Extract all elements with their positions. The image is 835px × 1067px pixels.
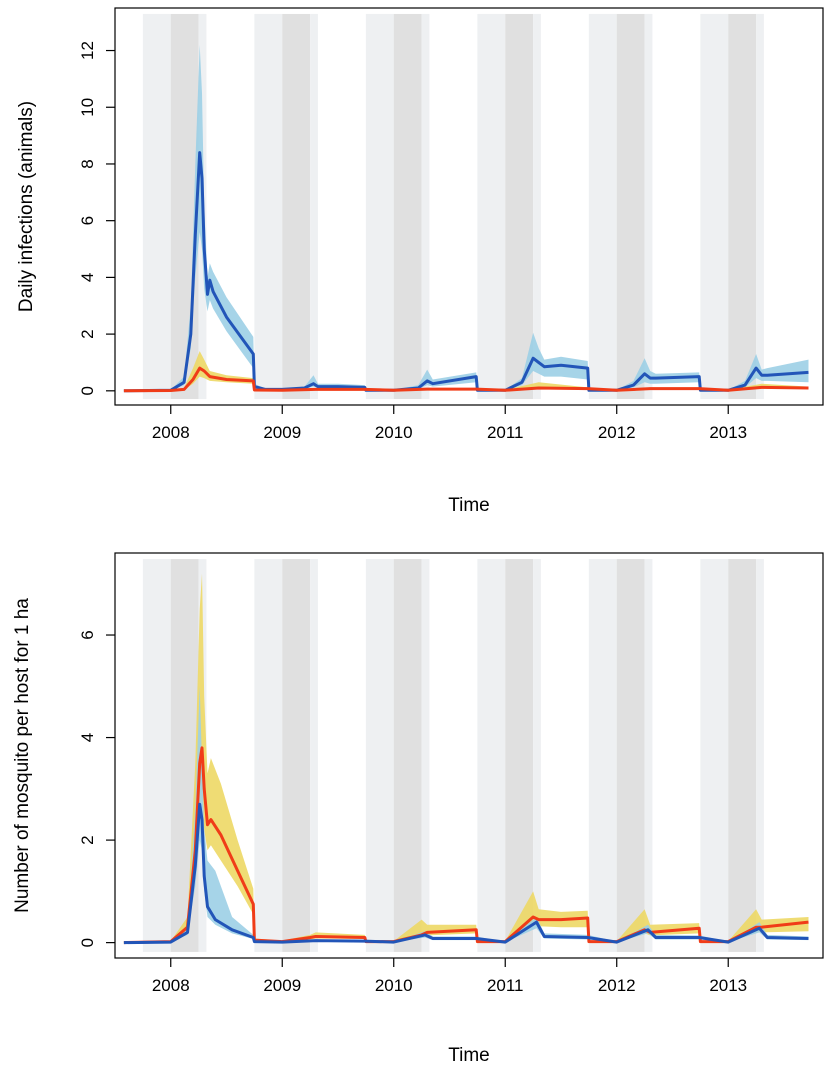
shaded-period <box>700 559 729 952</box>
shaded-period <box>254 13 283 400</box>
shaded-period <box>644 13 653 400</box>
shaded-period <box>421 13 430 400</box>
y-tick-label: 8 <box>78 159 97 168</box>
x-tick-label: 2012 <box>598 423 636 442</box>
x-tick-label: 2009 <box>263 976 301 995</box>
y-axis-title: Daily infections (animals) <box>16 101 37 312</box>
x-tick-label: 2012 <box>598 976 636 995</box>
shaded-period <box>756 13 764 400</box>
shaded-period <box>365 13 394 400</box>
shaded-period <box>588 559 617 952</box>
y-tick-label: 0 <box>78 386 97 395</box>
y-tick-label: 6 <box>78 630 97 639</box>
shaded-period <box>728 559 757 952</box>
y-tick-label: 2 <box>78 835 97 844</box>
shaded-period <box>365 559 394 952</box>
y-tick-label: 10 <box>78 98 97 117</box>
shaded-period <box>310 559 318 952</box>
x-tick-label: 2011 <box>487 423 524 442</box>
shaded-period <box>533 13 541 400</box>
shaded-period <box>310 13 318 400</box>
shaded-period <box>393 559 422 952</box>
plot-frame <box>114 7 824 406</box>
shaded-period <box>282 13 311 400</box>
series-1-line <box>123 802 809 945</box>
plot-frame <box>114 552 824 959</box>
y-axis-title: Number of mosquito per host for 1 ha <box>12 598 33 913</box>
shaded-period <box>616 13 645 400</box>
chart-mosquito-per-host: 2008 2009 2010 2011 2012 2013 0 2 4 6 Time Number o… <box>12 552 824 1066</box>
x-tick-label: 2013 <box>709 423 747 442</box>
x-axis-title: Time <box>448 1045 490 1066</box>
shaded-period <box>505 559 534 952</box>
shaded-period <box>728 13 757 400</box>
x-tick-label: 2011 <box>487 976 524 995</box>
y-tick-label: 12 <box>78 41 97 60</box>
shaded-period <box>170 559 199 952</box>
shaded-period <box>533 559 541 952</box>
series-1-line <box>123 366 809 393</box>
y-tick-label: 6 <box>78 216 97 225</box>
x-tick-label: 2013 <box>709 976 747 995</box>
x-tick-label: 2010 <box>375 976 413 995</box>
shaded-period <box>616 559 645 952</box>
x-tick-label: 2008 <box>152 423 190 442</box>
shaded-period <box>588 13 617 400</box>
shaded-period <box>700 13 729 400</box>
y-tick-label: 0 <box>78 938 97 947</box>
shaded-period <box>477 13 506 400</box>
shaded-period <box>477 559 506 952</box>
shaded-period <box>393 13 422 400</box>
shaded-period <box>421 559 430 952</box>
shaded-period <box>142 559 171 952</box>
y-tick-label: 4 <box>78 733 97 742</box>
series-0-line <box>123 151 809 393</box>
chart-daily-infections: 2008 2009 2010 2011 2012 2013 0 2 4 6 8 10 12 Time Dai… <box>16 7 824 516</box>
x-tick-label: 2008 <box>152 976 190 995</box>
x-tick-label: 2009 <box>263 423 301 442</box>
y-tick-label: 2 <box>78 329 97 338</box>
shaded-period <box>142 13 171 400</box>
shaded-period <box>756 559 764 952</box>
x-tick-label: 2010 <box>375 423 413 442</box>
y-tick-label: 4 <box>78 273 97 282</box>
shaded-period <box>644 559 653 952</box>
x-axis-title: Time <box>448 495 490 516</box>
shaded-period <box>282 559 311 952</box>
shaded-period <box>254 559 283 952</box>
shaded-period <box>505 13 534 400</box>
